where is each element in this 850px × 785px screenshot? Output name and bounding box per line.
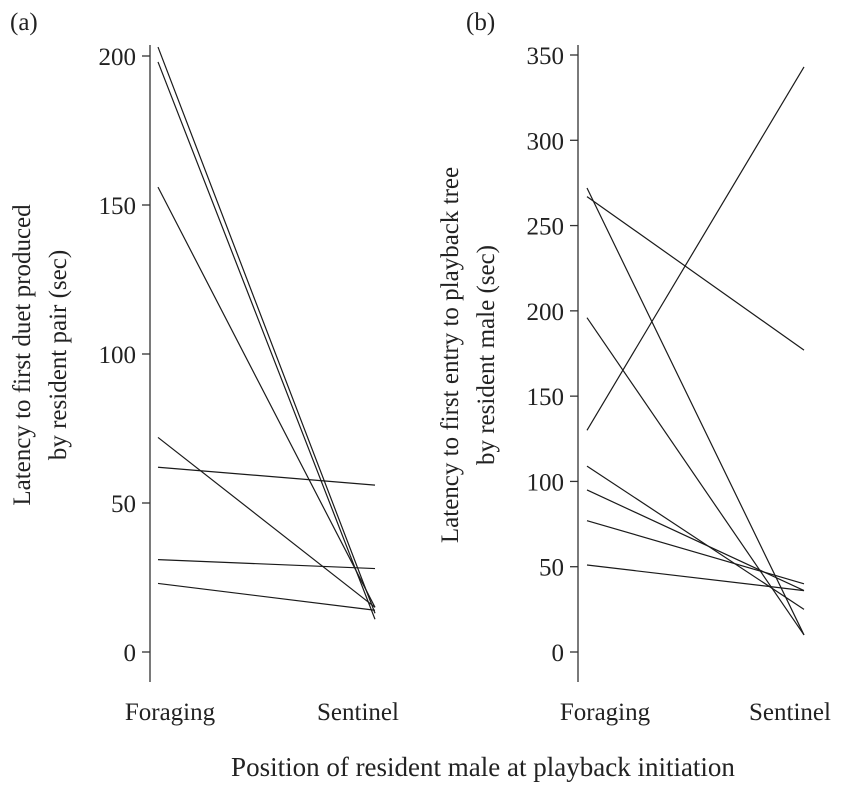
panel-a: (a) Latency to first duet produced by res… [9, 9, 399, 726]
panel-a-label: (a) [10, 9, 38, 36]
series-line [586, 520, 805, 585]
panel-a-y-axis: 0 50 100 150 200 [99, 44, 151, 682]
y-tick-label: 200 [527, 299, 565, 326]
y-tick-label: 250 [527, 214, 565, 241]
y-axis-title-line: Latency to first entry to playback tree [437, 167, 464, 543]
panel-b-label: (b) [466, 9, 495, 36]
y-tick-label: 150 [99, 193, 137, 220]
panel-b: (b) Latency to first entry to playback t… [437, 9, 831, 726]
y-tick-label: 100 [527, 469, 565, 496]
panel-a-series-lines [157, 46, 376, 620]
series-line [157, 46, 376, 614]
y-tick-label: 50 [539, 555, 564, 582]
x-category-label: Foraging [560, 699, 651, 726]
series-line [157, 186, 376, 608]
series-line [586, 66, 805, 431]
series-line [157, 582, 376, 611]
x-category-label: Sentinel [749, 699, 831, 726]
y-axis-title-line: by resident male (sec) [473, 245, 500, 465]
x-axis-title: Position of resident male at playback in… [231, 752, 735, 782]
series-line [586, 196, 805, 351]
series-line [157, 559, 376, 570]
x-category-label: Foraging [125, 699, 216, 726]
y-tick-label: 0 [124, 640, 137, 667]
series-line [586, 465, 805, 610]
y-tick-label: 300 [527, 128, 565, 155]
panel-a-category-labels: Foraging Sentinel [125, 699, 399, 726]
x-category-label: Sentinel [317, 699, 399, 726]
y-tick-label: 150 [527, 384, 565, 411]
series-line [157, 466, 376, 486]
y-axis-title-line: by resident pair (sec) [45, 250, 72, 460]
panel-a-y-axis-title: Latency to first duet produced by residen… [9, 204, 72, 506]
y-tick-label: 0 [552, 640, 565, 667]
y-tick-label: 200 [99, 44, 137, 71]
panel-b-y-axis-title: Latency to first entry to playback tree b… [437, 167, 500, 543]
panel-b-y-axis: 0 50 100 150 200 250 300 350 [527, 43, 579, 682]
series-line [157, 61, 376, 620]
series-line [157, 436, 376, 608]
y-axis-title-line: Latency to first duet produced [9, 204, 36, 506]
series-line [586, 489, 805, 592]
y-tick-label: 50 [111, 491, 136, 518]
series-line [586, 564, 805, 592]
panel-b-category-labels: Foraging Sentinel [560, 699, 831, 726]
series-line [586, 187, 805, 636]
y-tick-label: 350 [527, 43, 565, 70]
panel-b-series-lines [586, 66, 805, 636]
y-tick-label: 100 [99, 342, 137, 369]
